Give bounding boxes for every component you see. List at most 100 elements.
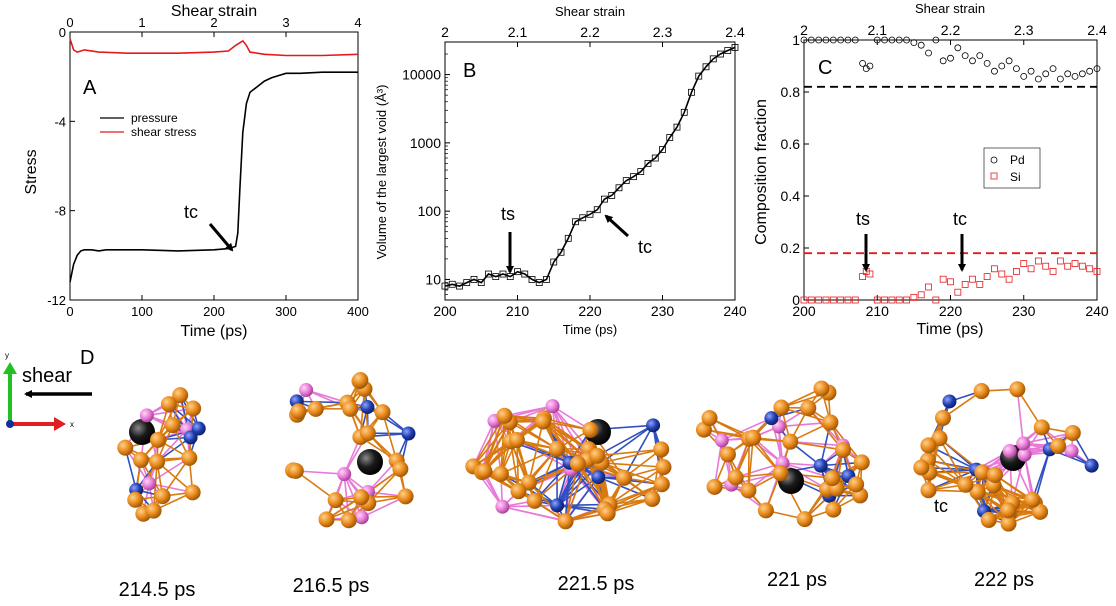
- bond: [361, 495, 406, 519]
- point-pd: [844, 36, 852, 44]
- pd-atom: [920, 437, 937, 454]
- point-si: [910, 293, 918, 301]
- pd-atom: [340, 512, 357, 529]
- point-void-volume: [601, 195, 608, 203]
- bond: [601, 448, 662, 464]
- point-void-volume: [717, 50, 724, 58]
- cu-atom: [1084, 458, 1099, 473]
- point-pd: [932, 36, 940, 44]
- point-void-volume: [651, 154, 659, 162]
- x-tick-label: 0: [66, 304, 73, 319]
- pd-atom: [557, 513, 574, 530]
- bond: [502, 505, 566, 523]
- point-si: [829, 296, 837, 304]
- pd-atom: [701, 410, 718, 427]
- pd-atom: [913, 459, 930, 476]
- point-si: [1086, 265, 1094, 273]
- point-void-volume: [528, 276, 536, 283]
- pd-atom: [772, 465, 789, 482]
- cu-atom: [646, 418, 661, 433]
- point-pd: [1078, 70, 1086, 78]
- point-void-volume: [731, 44, 739, 51]
- point-pd: [895, 36, 903, 44]
- point-si: [1056, 257, 1064, 265]
- panel-a-ylabel: Stress: [23, 149, 40, 194]
- pd-atom: [510, 483, 527, 500]
- pd-atom: [508, 432, 525, 449]
- pd-atom: [548, 440, 565, 457]
- panel-c-xlabel: Time (ps): [917, 321, 984, 338]
- pd-atom: [740, 482, 757, 499]
- point-si: [800, 296, 808, 304]
- point-si: [822, 296, 830, 304]
- y-tick-label: 0: [792, 292, 800, 308]
- panel-c-annotation-tc: tc: [953, 209, 967, 229]
- panel-a-arrow-tc: [208, 223, 234, 252]
- bond: [140, 457, 190, 461]
- panel-c-label: C: [818, 57, 832, 79]
- point-si: [1005, 275, 1013, 283]
- bond: [597, 448, 662, 457]
- pd-atom: [655, 459, 672, 476]
- pd-atom: [986, 466, 1003, 483]
- bond: [564, 476, 599, 522]
- point-pd: [983, 60, 991, 67]
- point-si: [917, 291, 925, 299]
- point-pd: [1027, 67, 1035, 75]
- pd-atom: [800, 400, 817, 417]
- point-void-volume: [477, 279, 485, 286]
- y-tick-label: -8: [54, 204, 66, 219]
- point-pd: [939, 57, 947, 65]
- si-atom: [1017, 447, 1032, 462]
- point-pd: [903, 36, 910, 44]
- bond: [295, 470, 345, 475]
- panel-b-label: B: [463, 60, 476, 82]
- void-atom: [357, 449, 383, 475]
- shear-label: shear: [22, 365, 72, 387]
- point-pd: [961, 52, 969, 59]
- panel-a-top-xlabel: Shear strain: [171, 3, 257, 20]
- top-tick-label: 2.4: [1087, 22, 1107, 38]
- panel-b-ylabel: Volume of the largest void (Å³): [374, 85, 389, 260]
- pd-atom: [969, 483, 986, 500]
- point-void-volume: [695, 72, 703, 80]
- x-tick-label: 240: [723, 303, 747, 319]
- pd-atom: [974, 464, 991, 481]
- bond: [359, 388, 366, 438]
- x-tick-label: 210: [866, 303, 890, 319]
- y-tick-label: 100: [418, 203, 442, 219]
- point-void-volume: [499, 270, 507, 278]
- point-pd: [910, 39, 918, 46]
- series-line-void-volume: [444, 46, 736, 287]
- cu-atom: [191, 421, 206, 436]
- si-atom: [142, 476, 157, 491]
- legend-shear-stress: shear stress: [131, 125, 196, 139]
- pd-atom: [181, 449, 198, 466]
- point-pd: [1071, 73, 1079, 80]
- point-pd: [998, 62, 1006, 70]
- pd-atom: [773, 399, 790, 416]
- point-si: [1013, 267, 1020, 275]
- bond: [500, 421, 511, 474]
- point-si: [895, 296, 903, 304]
- top-tick-label: 2: [441, 24, 449, 40]
- point-si: [998, 270, 1006, 278]
- panel-a-annotation-tc: tc: [184, 202, 198, 222]
- axis-triad: y x: [3, 351, 74, 431]
- y-tick-label: 0.2: [781, 240, 801, 256]
- panel-a: Shear strain Time (ps) Stress A 0 100 200 3…: [23, 3, 369, 340]
- si-atom: [545, 399, 560, 414]
- bond: [296, 400, 348, 404]
- legend-pd: Pd: [1010, 153, 1025, 167]
- top-tick-label: 2: [210, 15, 217, 30]
- pd-atom: [172, 387, 189, 404]
- bond: [472, 420, 496, 467]
- pd-atom: [526, 492, 543, 509]
- point-void-volume: [586, 210, 594, 218]
- point-si: [837, 296, 845, 304]
- point-void-volume: [456, 282, 463, 290]
- point-void-volume: [630, 173, 637, 181]
- point-void-volume: [673, 123, 681, 131]
- y-tick-label: 1000: [410, 135, 441, 151]
- point-si: [932, 296, 940, 304]
